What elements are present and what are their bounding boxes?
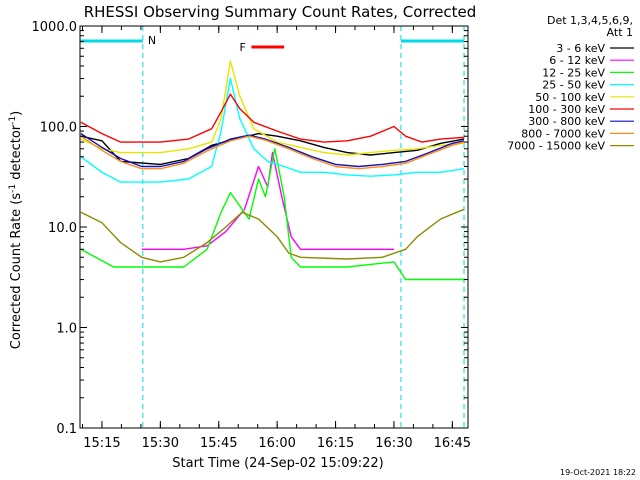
- x-tick-label-0: 15:15: [83, 436, 120, 451]
- legend-header-line1: Det 1,3,4,5,6,9,: [547, 14, 633, 27]
- x-tick-label-3: 16:00: [258, 436, 295, 451]
- legend-header-line2: Att 1: [607, 26, 633, 39]
- series-line-8: [80, 208, 465, 263]
- y-axis-label-mid: detector: [9, 124, 24, 184]
- x-tick-label-5: 16:30: [375, 436, 412, 451]
- legend-label-3: 25 - 50 keV: [542, 79, 605, 92]
- x-tick-label-4: 16:15: [317, 436, 354, 451]
- y-axis-ticks: 1000.0 100.0 10.0 1.0 0.1: [32, 20, 468, 437]
- x-axis-label: Start Time (24-Sep-02 15:09:22): [172, 456, 383, 471]
- legend-label-0: 3 - 6 keV: [556, 42, 605, 55]
- y-tick-label-4: 0.1: [56, 422, 77, 437]
- night-label: N: [148, 34, 156, 47]
- y-axis-label-exp2: -1: [8, 116, 18, 125]
- y-axis-label-exp1: -1: [8, 184, 18, 193]
- legend-label-6: 300 - 800 keV: [528, 115, 605, 128]
- x-tick-label-6: 16:45: [434, 436, 471, 451]
- legend-label-5: 100 - 300 keV: [528, 103, 605, 116]
- series-line-6: [80, 133, 465, 168]
- y-axis-label-prefix: Corrected Count Rate (s: [9, 193, 24, 350]
- series-line-7: [80, 135, 465, 170]
- series-line-0: [80, 132, 465, 166]
- flare-label: F: [239, 41, 245, 54]
- x-tick-label-1: 15:30: [142, 436, 179, 451]
- series-line-3: [80, 77, 465, 183]
- x-axis-ticks: 15:15 15:30 15:45 16:00 16:15 16:30 16:45: [81, 26, 471, 451]
- plot-area: NF: [79, 26, 465, 428]
- y-axis-label-suffix: ): [9, 111, 24, 116]
- x-tick-label-2: 15:45: [200, 436, 237, 451]
- y-tick-label-2: 10.0: [48, 221, 77, 236]
- footer-timestamp: 19-Oct-2021 18:22: [560, 468, 636, 477]
- legend-label-1: 6 - 12 keV: [549, 54, 605, 67]
- chart-title: RHESSI Observing Summary Count Rates, Co…: [84, 3, 477, 21]
- y-tick-label-1: 100.0: [40, 121, 77, 136]
- y-axis-label: Corrected Count Rate (s-1 detector-1): [8, 111, 24, 349]
- y-tick-label-0: 1000.0: [32, 20, 78, 35]
- series-line-4: [80, 60, 465, 156]
- series-line-2: [80, 148, 464, 281]
- legend-label-4: 50 - 100 keV: [535, 91, 605, 104]
- legend-label-7: 800 - 7000 keV: [521, 127, 605, 140]
- y-tick-label-3: 1.0: [56, 322, 77, 337]
- legend-label-8: 7000 - 15000 keV: [507, 140, 605, 153]
- legend-label-2: 12 - 25 keV: [542, 66, 605, 79]
- series-line-5: [80, 93, 465, 143]
